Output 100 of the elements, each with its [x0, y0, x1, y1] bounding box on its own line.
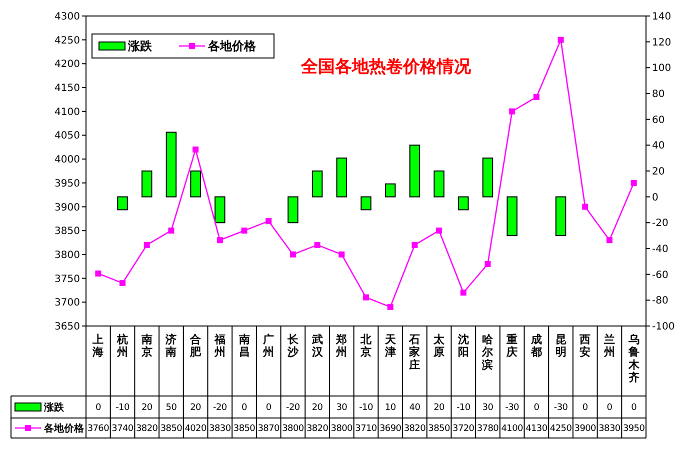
data-label: 3690 — [379, 424, 402, 434]
point — [484, 261, 491, 267]
point — [120, 280, 126, 286]
data-label: -10 — [116, 403, 130, 414]
point — [412, 242, 418, 248]
point — [436, 228, 442, 234]
y2-tick-label: -60 — [652, 270, 668, 281]
bar — [336, 158, 348, 198]
point — [363, 294, 369, 300]
bar — [312, 170, 323, 198]
bar — [190, 170, 201, 198]
y-tick-label: 3750 — [54, 274, 80, 285]
data-label: 3900 — [574, 424, 597, 434]
y-tick-label: 3950 — [54, 178, 80, 190]
y2-tick-label: 100 — [652, 63, 672, 74]
data-label: 3830 — [598, 424, 621, 434]
bar — [142, 170, 152, 198]
y-tick-label: 4250 — [54, 35, 80, 46]
data-label: 3740 — [112, 424, 134, 434]
bar — [360, 196, 372, 210]
x-tick-label: 石家庄 — [408, 333, 420, 372]
y2-tick-label: 60 — [652, 114, 665, 126]
bar — [288, 196, 298, 224]
point — [533, 94, 540, 100]
x-tick-label: 济南 — [164, 333, 177, 359]
data-label: 20 — [434, 403, 446, 414]
y2-tick-label: 120 — [652, 37, 672, 48]
data-label: 3950 — [622, 424, 646, 434]
y-tick-label: 3800 — [54, 250, 80, 261]
data-label: 3820 — [404, 424, 426, 434]
y2-tick-label: 20 — [652, 166, 665, 178]
y-tick-label: 4200 — [54, 59, 80, 70]
x-tick-label: 南京 — [140, 333, 152, 359]
data-label: -10 — [456, 403, 471, 414]
data-label: 3720 — [452, 424, 475, 434]
y2-tick-label: -80 — [652, 296, 668, 307]
data-label: 3820 — [306, 424, 329, 434]
point — [630, 180, 637, 186]
bar — [555, 196, 566, 236]
point — [290, 251, 296, 258]
point — [314, 242, 320, 248]
point — [192, 146, 199, 153]
data-label: -20 — [286, 403, 300, 414]
text: 涨跌 — [44, 402, 64, 414]
y-tick-label: 4050 — [54, 130, 80, 142]
data-label: 0 — [242, 403, 248, 414]
y-tick-label: 4000 — [54, 154, 80, 166]
bar — [166, 132, 177, 198]
bar — [482, 158, 494, 198]
x-tick-label: 西安 — [578, 333, 591, 359]
data-label: 3870 — [258, 424, 280, 434]
data-label: 0 — [631, 403, 638, 414]
bar — [384, 183, 396, 198]
y2-tick-label: -100 — [652, 322, 675, 332]
data-label: -10 — [359, 403, 374, 414]
data-label: 0 — [606, 403, 613, 414]
data-label: 3780 — [476, 424, 500, 434]
x-tick-label: 武汉 — [310, 333, 324, 359]
y-tick-label: 3700 — [54, 298, 80, 309]
bar — [117, 196, 128, 210]
data-label: 3760 — [87, 424, 110, 434]
data-label: 3800 — [330, 424, 354, 434]
x-tick-label: 北京 — [360, 333, 372, 359]
data-label: -20 — [213, 403, 228, 414]
data-label: 20 — [141, 403, 153, 414]
bar — [458, 196, 469, 210]
data-label: 0 — [534, 403, 540, 414]
point — [460, 290, 466, 296]
bar — [434, 170, 444, 198]
x-tick-label: 南昌 — [238, 333, 250, 359]
y2-tick-label: 140 — [652, 12, 672, 22]
point — [241, 228, 248, 234]
x-tick-label: 成都 — [530, 333, 542, 359]
point — [509, 108, 516, 114]
x-tick-label: 上海 — [92, 333, 104, 359]
data-label: 4100 — [501, 424, 524, 434]
data-label: 3830 — [209, 424, 232, 434]
point — [144, 242, 150, 248]
point — [338, 251, 345, 258]
point — [387, 304, 394, 310]
point — [558, 36, 564, 43]
data-label: 4130 — [526, 424, 548, 434]
y-tick-label: 4300 — [54, 12, 80, 22]
legend-label: 涨跌 — [127, 39, 153, 54]
y2-tick-label: 80 — [652, 89, 665, 100]
y2-tick-label: -40 — [652, 244, 668, 255]
data-label: 10 — [384, 403, 396, 414]
data-label: 20 — [312, 403, 324, 414]
x-tick-label: 重庆 — [506, 333, 518, 359]
y2-tick-label: 0 — [652, 192, 658, 204]
data-label: -30 — [505, 403, 520, 414]
data-label: 0 — [582, 403, 588, 414]
data-label: 50 — [166, 403, 178, 414]
y-tick-label: 3850 — [54, 226, 80, 238]
bar — [409, 144, 420, 198]
x-tick-label: 沈阳 — [456, 333, 469, 359]
y-tick-label: 3900 — [54, 202, 80, 214]
x-tick-label: 乌鲁木齐 — [627, 333, 640, 384]
x-tick-label: 郑州 — [335, 333, 348, 359]
x-tick-label: 太原 — [432, 333, 446, 359]
